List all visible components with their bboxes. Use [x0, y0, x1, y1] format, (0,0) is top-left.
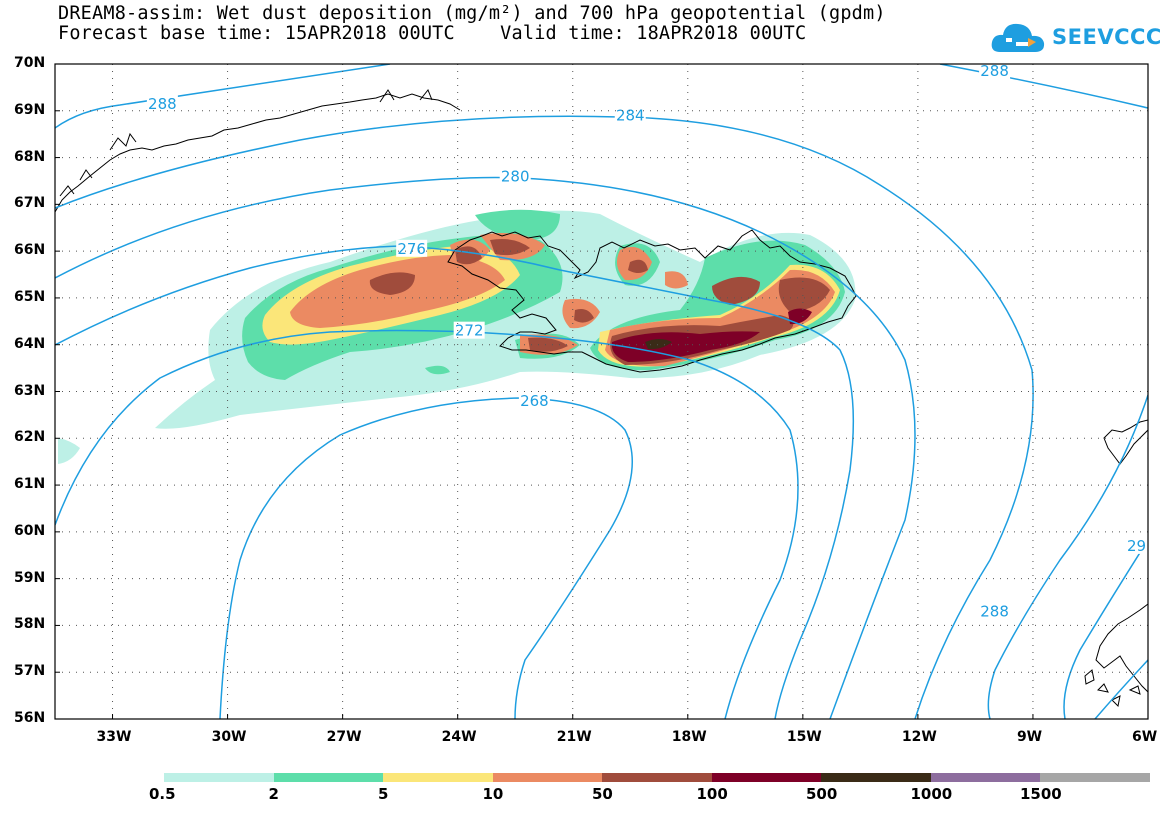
contour-label-background: [979, 64, 1011, 80]
contour-label: 272: [455, 322, 484, 340]
contour-label-background: [1125, 536, 1148, 554]
longitude-label: 24W: [441, 729, 477, 745]
scotland-coast: [1095, 603, 1148, 693]
legend-color-box: [711, 773, 821, 782]
geopotential-contours: [55, 64, 1148, 719]
contour-292: [1063, 539, 1148, 719]
contour-label: 288: [980, 602, 1009, 620]
legend-color-box: [1040, 773, 1150, 782]
contour-label: 29: [1127, 537, 1146, 555]
latitude-label: 60N: [14, 522, 46, 539]
scotland-islands: [1084, 669, 1141, 708]
longitude-label: 18W: [671, 729, 707, 745]
contour-296: [1094, 659, 1148, 719]
legend-color-box: [930, 773, 1040, 782]
latitude-label: 62N: [14, 429, 46, 446]
legend-label: 100: [696, 785, 728, 803]
legend-color-box: [492, 773, 602, 782]
deposition-level-100: [611, 308, 812, 362]
latitude-label: 59N: [14, 569, 46, 586]
latitude-label: 68N: [14, 148, 46, 165]
legend-label: 500: [806, 785, 838, 803]
greenland-fjords: [59, 89, 433, 197]
deposition-level-500: [645, 339, 672, 350]
latitude-label: 58N: [14, 616, 46, 633]
contour-280: [55, 176, 916, 719]
legend-color-box: [602, 773, 712, 782]
contour-labels: 288 288 284 280 276 272 268 288 29: [146, 62, 1148, 620]
contour-284: [55, 115, 1034, 719]
legend-label: 2: [268, 785, 279, 803]
latitude-label: 67N: [14, 195, 46, 212]
longitude-label: 21W: [556, 729, 592, 745]
deposition-level-0.5b: [58, 438, 80, 464]
contour-288-south: [987, 394, 1148, 719]
logo-text: SEEVCCC: [1052, 25, 1162, 49]
contour-label: 288: [980, 62, 1009, 80]
deposition-level-0.5: [155, 210, 856, 429]
latitude-label: 63N: [14, 382, 46, 399]
deposition-level-2b: [475, 209, 560, 240]
contour-label: 268: [520, 392, 549, 410]
latitude-label: 65N: [14, 288, 46, 305]
latitude-label: 69N: [14, 101, 46, 118]
longitude-label: 9W: [1016, 729, 1043, 745]
greenland-east-coast: [55, 93, 461, 213]
longitude-label: 12W: [901, 729, 937, 745]
legend-color-box: [273, 773, 383, 782]
contour-label-background: [453, 321, 485, 339]
legend-label: 10: [482, 785, 504, 803]
legend-color-box: [164, 773, 274, 782]
legend-label: 1000: [910, 785, 953, 803]
deposition-level-10b: [450, 232, 688, 355]
contour-label-background: [518, 391, 550, 409]
latitude-label: 70N: [14, 55, 46, 71]
contour-label: 280: [501, 167, 530, 185]
latitude-label: 57N: [14, 663, 46, 680]
contour-label: 288: [148, 95, 177, 113]
contour-label: 284: [616, 106, 645, 124]
contour-label-background: [979, 602, 1011, 620]
contour-272: [55, 329, 799, 719]
gridlines: [55, 64, 1148, 719]
legend-color-box: [383, 773, 493, 782]
deposition-level-50: [369, 239, 830, 352]
longitude-label: 33W: [96, 729, 132, 745]
latitude-label: 61N: [14, 476, 46, 493]
longitude-label: 6W: [1132, 729, 1158, 745]
longitude-label: 15W: [786, 729, 822, 745]
dust-deposition-field: [58, 209, 856, 464]
map-title: DREAM8-assim: Wet dust deposition (mg/m²…: [58, 3, 886, 24]
contour-288-northeast: [939, 64, 1148, 109]
norway-coast: [1103, 419, 1148, 465]
longitude-label: 27W: [326, 729, 362, 745]
contour-label-background: [396, 239, 428, 257]
legend-label: 1500: [1020, 785, 1062, 803]
seevccc-logo: SEEVCCC: [990, 18, 1161, 58]
latitude-label: 66N: [14, 242, 46, 259]
iceland-coastline: [447, 229, 857, 373]
legend-color-box: [821, 773, 931, 782]
tick-marks: [55, 63, 1149, 720]
latitude-label: 64N: [14, 335, 46, 352]
contour-label: 276: [397, 240, 426, 258]
latitude-label: 56N: [14, 710, 46, 726]
legend-label: 5: [378, 785, 389, 803]
contour-label-background: [499, 167, 531, 185]
longitude-label: 30W: [211, 729, 247, 745]
forecast-times: Forecast base time: 15APR2018 00UTC Vali…: [58, 23, 807, 44]
legend-label: 50: [592, 785, 613, 803]
cloud-logo-icon: [991, 23, 1045, 52]
contour-label-background: [146, 94, 178, 112]
coastlines: [55, 89, 1148, 708]
legend-label: 0.5: [149, 785, 176, 803]
